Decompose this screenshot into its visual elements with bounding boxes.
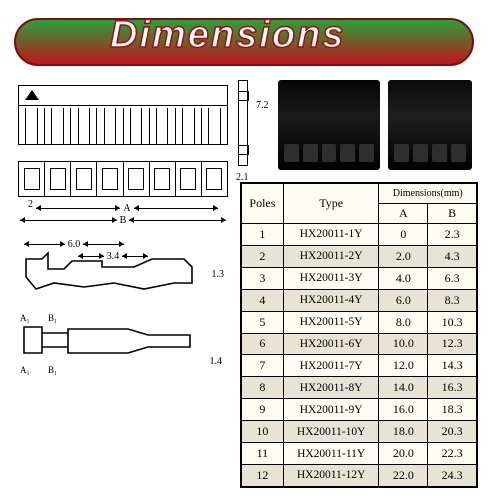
table-row: 4HX20011-4Y6.08.3	[242, 289, 477, 311]
label-Bi-bot: B₁	[48, 365, 57, 375]
col-dims-super: Dimensions(mm)	[379, 184, 477, 204]
drawing-front-view: 2 A B	[18, 161, 228, 217]
connector-photo-5pin	[278, 80, 380, 170]
label-Ai-top: A₁	[20, 313, 30, 323]
dimensions-table: Poles Type Dimensions(mm) A B 1HX20011-1…	[240, 182, 478, 488]
page-title: Dimensions	[110, 14, 345, 57]
label-Bi-top: B₁	[48, 313, 57, 323]
side-profile-drawing: 7.2 2.1	[238, 80, 252, 171]
drawing-top-view	[18, 85, 228, 145]
table-row: 8HX20011-8Y14.016.3	[242, 377, 477, 399]
drawing-terminal-profile: 6.0 3.4 1.3	[18, 239, 228, 311]
table-row: 6HX20011-6Y10.012.3	[242, 333, 477, 355]
drawing-terminal-side: A₁ B₁ A₁ B₁ 1.4	[18, 313, 228, 375]
table-row: 10HX20011-10Y18.020.3	[242, 421, 477, 443]
table-row: 3HX20011-3Y4.06.3	[242, 267, 477, 289]
side-silhouette-icon	[238, 80, 248, 166]
table-row: 12HX20011-12Y22.024.3	[242, 464, 477, 486]
col-B: B	[428, 204, 477, 224]
terminal-outline-icon	[24, 247, 194, 293]
connector-photo-4pin	[388, 80, 472, 170]
dim-A: A	[36, 203, 218, 214]
table-row: 1HX20011-1Y02.3	[242, 224, 477, 246]
dim-7-2: 7.2	[256, 100, 269, 111]
table-row: 5HX20011-5Y8.010.3	[242, 311, 477, 333]
col-type: Type	[283, 184, 379, 224]
dim-1-3: 1.3	[212, 269, 225, 280]
table-row: 9HX20011-9Y16.018.3	[242, 399, 477, 421]
terminal-tube-icon	[18, 313, 198, 369]
label-Ai-bot: A₁	[20, 365, 30, 375]
dim-B: B	[20, 215, 226, 226]
pin1-marker-icon	[25, 90, 39, 100]
dim-1-4: 1.4	[210, 356, 223, 367]
col-poles: Poles	[242, 184, 284, 224]
table-row: 2HX20011-2Y2.04.3	[242, 245, 477, 267]
table-row: 11HX20011-11Y20.022.3	[242, 443, 477, 465]
technical-drawings: 2 A B 6.0 3.4 1.3 A₁ B₁ A₁ B₁ 1.4	[18, 85, 228, 375]
table-row: 7HX20011-7Y12.014.3	[242, 355, 477, 377]
col-A: A	[379, 204, 428, 224]
